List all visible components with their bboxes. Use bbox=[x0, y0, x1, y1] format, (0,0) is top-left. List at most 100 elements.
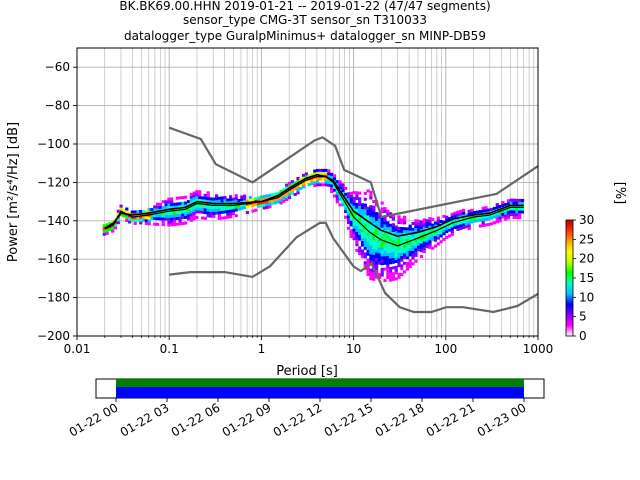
heatmap-cell bbox=[377, 261, 382, 265]
heatmap-cell bbox=[192, 211, 196, 215]
heatmap-cell bbox=[268, 202, 272, 206]
heatmap-cell bbox=[262, 200, 266, 204]
heatmap-cell bbox=[195, 198, 199, 202]
heatmap-cell bbox=[372, 214, 376, 218]
heatmap-cell bbox=[459, 224, 463, 228]
heatmap-cell bbox=[363, 246, 367, 250]
heatmap-cell bbox=[102, 227, 106, 230]
heatmap-cell bbox=[181, 210, 185, 214]
heatmap-cell bbox=[243, 194, 247, 198]
heatmap-cell bbox=[506, 202, 511, 206]
heatmap-cell bbox=[170, 200, 174, 204]
heatmap-cell bbox=[380, 224, 384, 228]
heatmap-cell bbox=[293, 187, 297, 191]
heatmap-cell bbox=[509, 213, 513, 216]
heatmap-cell bbox=[425, 219, 429, 223]
heatmap-cell bbox=[189, 210, 193, 214]
heatmap-cell bbox=[198, 190, 202, 194]
heatmap-cell bbox=[161, 205, 165, 209]
heatmap-cell bbox=[397, 249, 401, 253]
colorbar-tick-label: 15 bbox=[579, 271, 594, 285]
heatmap-cell bbox=[358, 211, 362, 215]
heatmap-cell bbox=[495, 217, 499, 221]
heatmap-cell bbox=[470, 214, 474, 218]
heatmap-cell bbox=[198, 207, 202, 211]
heatmap-cell bbox=[389, 278, 393, 282]
heatmap-cell bbox=[279, 201, 283, 205]
heatmap-cell bbox=[459, 212, 463, 216]
heatmap-cell bbox=[287, 187, 292, 191]
heatmap-cell bbox=[375, 232, 379, 236]
heatmap-cell bbox=[282, 188, 286, 192]
heatmap-cell bbox=[369, 248, 373, 252]
heatmap-cell bbox=[358, 223, 362, 227]
heatmap-cell bbox=[462, 217, 466, 221]
heatmap-cell bbox=[504, 211, 508, 215]
heatmap-cell bbox=[139, 209, 143, 213]
heatmap-cell bbox=[304, 181, 309, 185]
heatmap-cell bbox=[411, 256, 415, 260]
colorbar-tick-label: 25 bbox=[579, 232, 594, 246]
heatmap-cell bbox=[372, 231, 376, 235]
heatmap-cell bbox=[321, 183, 325, 187]
heatmap-cell bbox=[447, 234, 452, 238]
heatmap-cell bbox=[335, 200, 339, 204]
heatmap-cell bbox=[186, 211, 191, 215]
heatmap-cell bbox=[386, 232, 390, 236]
heatmap-cell bbox=[133, 219, 137, 223]
heatmap-cell bbox=[386, 212, 390, 216]
heatmap-cell bbox=[318, 171, 323, 175]
heatmap-cell bbox=[411, 236, 415, 240]
heatmap-cell bbox=[445, 221, 449, 225]
heatmap-cell bbox=[372, 217, 376, 221]
colorbar-ticks: 0 5 10 15 20 25 30 bbox=[573, 213, 594, 343]
heatmap-cell bbox=[450, 215, 454, 219]
heatmap-cell bbox=[386, 267, 390, 271]
heatmap-cell bbox=[229, 212, 233, 216]
heatmap-cell bbox=[240, 195, 244, 199]
heatmap-cell bbox=[411, 233, 415, 237]
heatmap-cell bbox=[456, 213, 460, 217]
heatmap-cell bbox=[330, 190, 334, 194]
heatmap-cell bbox=[397, 255, 401, 259]
heatmap-cell bbox=[520, 199, 525, 202]
heatmap-cell bbox=[324, 168, 328, 172]
heatmap-cell bbox=[512, 201, 516, 205]
heatmap-cell bbox=[257, 196, 261, 200]
heatmap-cell bbox=[391, 260, 396, 264]
ppsd-plot: 0.01 0.1 1 10 100 1000 −60 −80 −100 −120 −140 −160… bbox=[6, 47, 553, 379]
heatmap-cell bbox=[389, 258, 393, 262]
heatmap-cell bbox=[212, 212, 216, 215]
heatmap-cell bbox=[349, 209, 353, 213]
heatmap-cell bbox=[318, 183, 323, 187]
heatmap-cell bbox=[504, 214, 508, 218]
heatmap-cell bbox=[358, 246, 362, 250]
heatmap-cell bbox=[161, 223, 165, 227]
heatmap-cell bbox=[492, 212, 497, 216]
heatmap-cell bbox=[360, 214, 365, 218]
heatmap-cell bbox=[355, 191, 359, 195]
heatmap-cell bbox=[251, 209, 255, 213]
heatmap-cell bbox=[352, 208, 356, 212]
heatmap-cell bbox=[181, 222, 185, 225]
grid-lines bbox=[76, 48, 538, 337]
heatmap-cell bbox=[428, 240, 432, 244]
heatmap-cell bbox=[439, 228, 443, 232]
heatmap-cell bbox=[515, 207, 519, 211]
heatmap-cell bbox=[428, 234, 432, 238]
heatmap-cell bbox=[360, 255, 365, 259]
heatmap-cell bbox=[467, 221, 471, 225]
heatmap-cell bbox=[344, 192, 348, 196]
heatmap-cell bbox=[349, 200, 353, 204]
heatmap-cell bbox=[515, 216, 519, 219]
heatmap-cell bbox=[433, 244, 438, 248]
heatmap-cell bbox=[257, 199, 261, 203]
heatmap-cell bbox=[226, 207, 230, 211]
heatmap-cell bbox=[206, 197, 210, 200]
heatmap-cell bbox=[372, 225, 376, 229]
heatmap-cell bbox=[358, 208, 362, 212]
heatmap-cell bbox=[360, 232, 365, 236]
heatmap-cell bbox=[285, 189, 289, 193]
heatmap-cell bbox=[206, 208, 210, 212]
heatmap-cell bbox=[279, 190, 283, 193]
